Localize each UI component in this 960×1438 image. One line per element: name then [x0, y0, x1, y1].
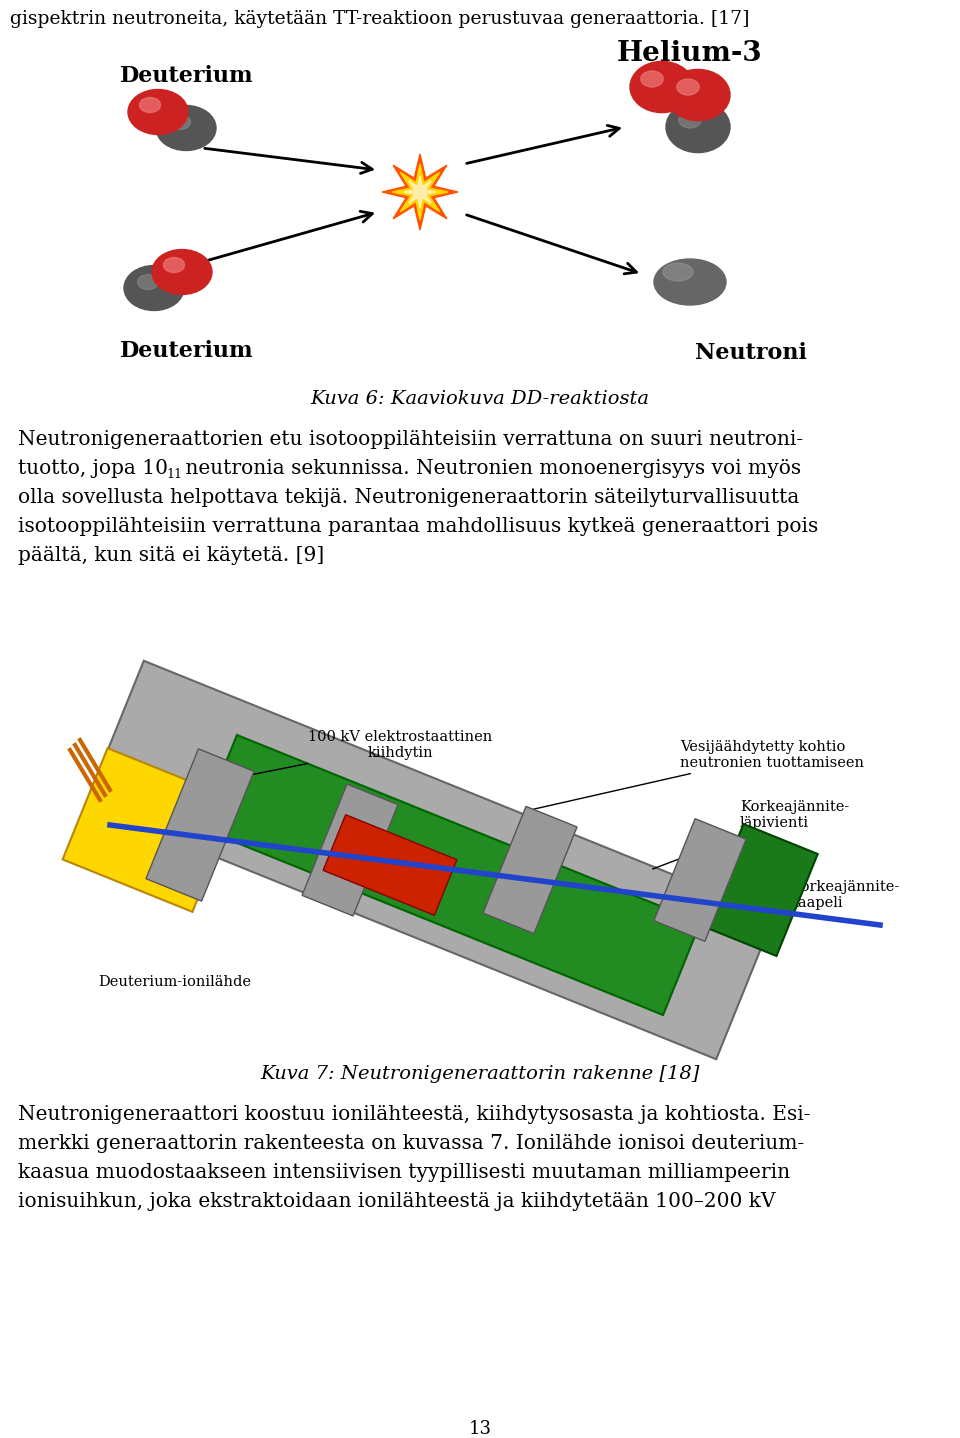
Text: Deuterium: Deuterium: [120, 339, 253, 362]
Text: 100 kV elektrostaattinen
kiihdytin: 100 kV elektrostaattinen kiihdytin: [203, 731, 492, 785]
Text: Deuterium-ionilähde: Deuterium-ionilähde: [98, 975, 251, 989]
Text: Korkeajännite-
läpivienti: Korkeajännite- läpivienti: [653, 800, 850, 869]
Ellipse shape: [679, 112, 701, 128]
Text: Helium-3: Helium-3: [617, 40, 763, 68]
Text: 11: 11: [166, 467, 182, 480]
Polygon shape: [703, 824, 818, 956]
Text: neutronia sekunnissa. Neutronien monoenergisyys voi myös: neutronia sekunnissa. Neutronien monoene…: [179, 459, 802, 477]
Polygon shape: [324, 815, 457, 916]
Ellipse shape: [654, 259, 726, 305]
Text: 13: 13: [468, 1419, 492, 1438]
Text: Kuva 7: Neutronigeneraattorin rakenne [18]: Kuva 7: Neutronigeneraattorin rakenne [1…: [260, 1066, 700, 1083]
Polygon shape: [62, 748, 237, 912]
Polygon shape: [654, 818, 746, 942]
Text: olla sovellusta helpottava tekijä. Neutronigeneraattorin säteilyturvallisuutta: olla sovellusta helpottava tekijä. Neutr…: [18, 487, 800, 508]
Ellipse shape: [666, 69, 730, 121]
Ellipse shape: [641, 70, 663, 88]
Text: Neutronigeneraattorien etu isotooppilähteisiin verrattuna on suuri neutroni-: Neutronigeneraattorien etu isotooppiläht…: [18, 430, 804, 449]
Polygon shape: [404, 175, 436, 209]
Ellipse shape: [139, 98, 160, 112]
Ellipse shape: [128, 89, 188, 135]
Text: ionisuihkun, joka ekstraktoidaan ionilähteestä ja kiihdytetään 100–200 kV: ionisuihkun, joka ekstraktoidaan ioniläh…: [18, 1192, 776, 1211]
Text: merkki generaattorin rakenteesta on kuvassa 7. Ionilähde ionisoi deuterium-: merkki generaattorin rakenteesta on kuva…: [18, 1135, 804, 1153]
Text: päältä, kun sitä ei käytetä. [9]: päältä, kun sitä ei käytetä. [9]: [18, 546, 324, 565]
Polygon shape: [392, 164, 448, 220]
Text: gispektrin neutroneita, käytetään TT-reaktioon perustuvaa generaattoria. [17]: gispektrin neutroneita, käytetään TT-rea…: [10, 10, 750, 27]
Text: Korkeajännite-
kaapeli: Korkeajännite- kaapeli: [763, 880, 900, 910]
Polygon shape: [85, 661, 775, 1060]
Ellipse shape: [163, 257, 184, 272]
Text: Kuva 6: Kaaviokuva DD-reaktiosta: Kuva 6: Kaaviokuva DD-reaktiosta: [310, 390, 650, 408]
Polygon shape: [200, 735, 701, 1015]
Text: isotooppilähteisiin verrattuna parantaa mahdollisuus kytkeä generaattori pois: isotooppilähteisiin verrattuna parantaa …: [18, 518, 818, 536]
Ellipse shape: [663, 263, 693, 280]
Ellipse shape: [630, 62, 694, 112]
Text: tuotto, jopa 10: tuotto, jopa 10: [18, 459, 168, 477]
Bar: [30, 680, 930, 1035]
Ellipse shape: [156, 105, 216, 151]
Polygon shape: [146, 749, 254, 902]
Text: Neutronigeneraattori koostuu ionilähteestä, kiihdytysosasta ja kohtiosta. Esi-: Neutronigeneraattori koostuu ionilähtees…: [18, 1104, 810, 1125]
Ellipse shape: [666, 102, 730, 152]
Ellipse shape: [137, 275, 158, 289]
Polygon shape: [483, 807, 577, 933]
Text: Neutroni: Neutroni: [695, 342, 806, 364]
Polygon shape: [382, 154, 458, 230]
Text: Vesijäähdytetty kohtio
neutronien tuottamiseen: Vesijäähdytetty kohtio neutronien tuotta…: [533, 741, 864, 810]
Ellipse shape: [152, 250, 212, 295]
Text: kaasua muodostaakseen intensiivisen tyypillisesti muutaman milliampeerin: kaasua muodostaakseen intensiivisen tyyp…: [18, 1163, 790, 1182]
Text: Deuterium: Deuterium: [120, 65, 253, 88]
Ellipse shape: [677, 79, 699, 95]
Ellipse shape: [124, 266, 184, 311]
Ellipse shape: [170, 115, 190, 129]
Polygon shape: [302, 784, 398, 916]
